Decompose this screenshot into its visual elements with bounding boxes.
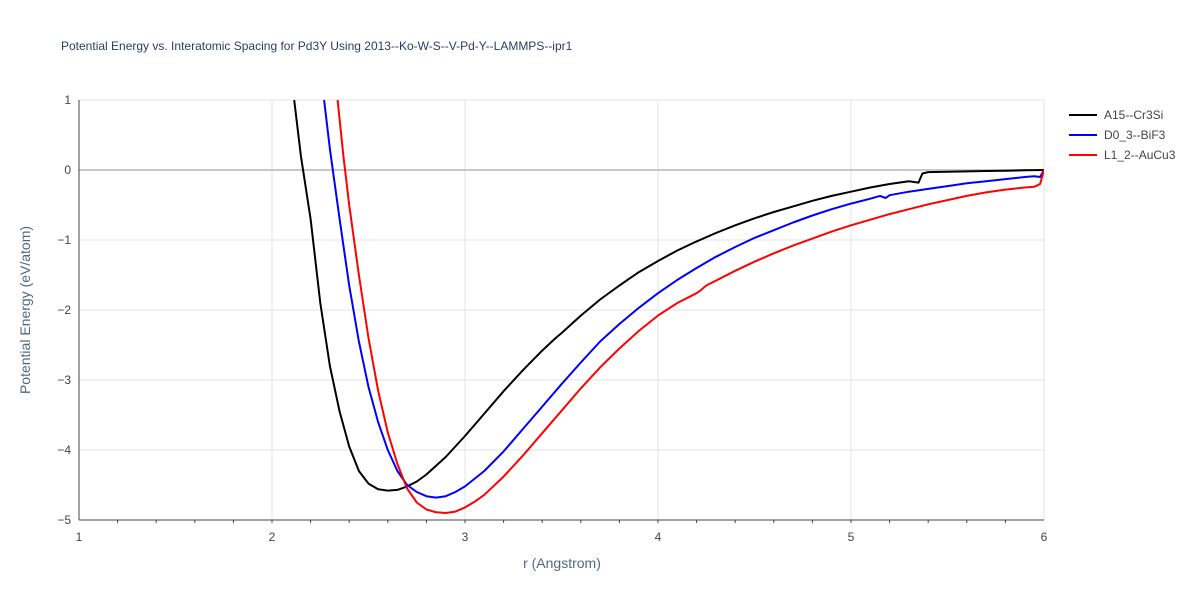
chart-title: Potential Energy vs. Interatomic Spacing…	[61, 39, 573, 53]
x-axis-title: r (Angstrom)	[523, 555, 601, 571]
x-tick-label: 2	[269, 530, 276, 544]
y-tick-label: 1	[64, 93, 71, 107]
legend[interactable]: A15--Cr3Si D0_3--BiF3 L1_2--AuCu3	[1069, 108, 1176, 162]
legend-item[interactable]: D0_3--BiF3	[1069, 128, 1166, 142]
legend-label: A15--Cr3Si	[1104, 108, 1163, 122]
x-tick-label: 4	[655, 530, 662, 544]
legend-item[interactable]: A15--Cr3Si	[1069, 108, 1163, 122]
plot-area	[293, 100, 1044, 514]
series-line-2[interactable]	[336, 100, 1044, 514]
legend-label: L1_2--AuCu3	[1104, 148, 1176, 162]
y-tick-label: −2	[57, 303, 71, 317]
y-axis-title: Potential Energy (eV/atom)	[17, 226, 33, 394]
y-tick-label: −5	[57, 513, 71, 527]
y-tick-label: −1	[57, 233, 71, 247]
legend-label: D0_3--BiF3	[1104, 128, 1166, 142]
x-tick-label: 3	[462, 530, 469, 544]
legend-item[interactable]: L1_2--AuCu3	[1069, 148, 1176, 162]
x-axis-ticks: 1 2 3 4 5 6	[76, 519, 1048, 544]
x-tick-label: 5	[848, 530, 855, 544]
series-line-1[interactable]	[323, 100, 1044, 499]
y-tick-label: 0	[64, 163, 71, 177]
x-tick-label: 1	[76, 530, 83, 544]
y-tick-label: −3	[57, 373, 71, 387]
y-axis-ticks: 1 0 −1 −2 −3 −4 −5	[57, 93, 80, 527]
series-line-0[interactable]	[293, 100, 1044, 492]
x-tick-label: 6	[1041, 530, 1048, 544]
y-tick-label: −4	[57, 443, 71, 457]
grid	[79, 99, 1045, 521]
